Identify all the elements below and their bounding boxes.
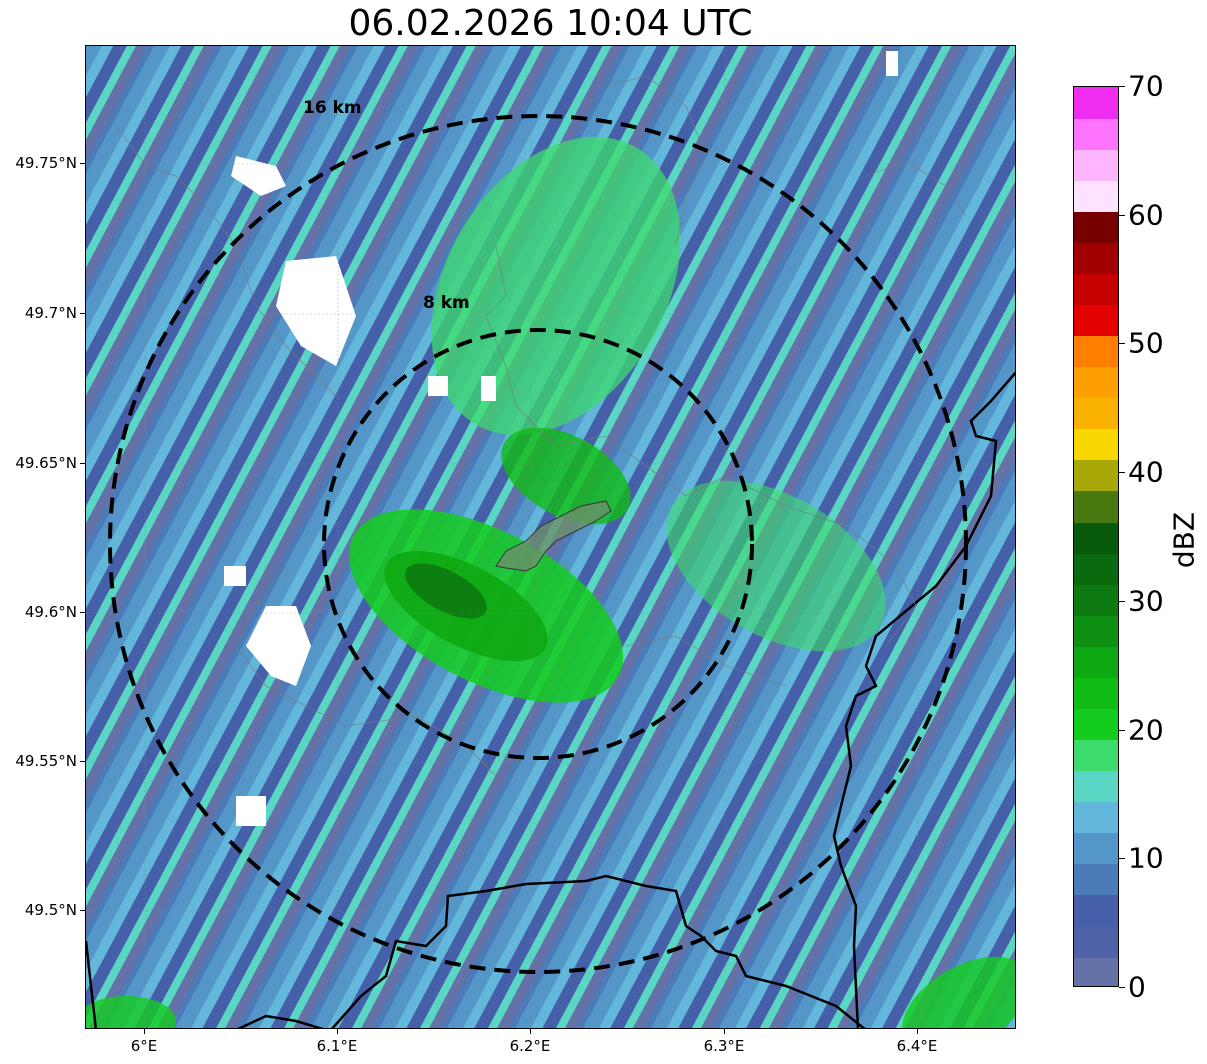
lat-label: 49.5°N	[24, 901, 77, 919]
echo-band	[86, 136, 1015, 1028]
ring-label-8km: 8 km	[423, 293, 470, 313]
colorbar-segment	[1074, 490, 1118, 523]
lon-label: 6.2°E	[509, 1037, 551, 1055]
colorbar-segment	[1074, 118, 1118, 150]
colorbar-tick-label: 10	[1128, 841, 1164, 875]
lon-tick	[144, 1029, 145, 1034]
colorbar-segment	[1074, 646, 1118, 678]
colorbar-segment	[1074, 863, 1118, 896]
colorbar-tick-label: 40	[1128, 455, 1164, 489]
colorbar-tick	[1119, 343, 1125, 345]
colorbar-segment	[1074, 956, 1118, 986]
no-data-areas	[224, 51, 898, 826]
colorbar-segment	[1074, 801, 1118, 834]
colorbar-tick-label: 30	[1128, 584, 1164, 618]
radar-map[interactable]	[85, 45, 1016, 1029]
colorbar	[1073, 86, 1119, 987]
colorbar-tick	[1119, 729, 1125, 731]
range-ring-8km	[322, 328, 754, 760]
colorbar-tick	[1119, 987, 1125, 988]
colorbar-segment	[1074, 770, 1118, 803]
lat-tick	[80, 313, 85, 314]
colorbar-segment	[1074, 739, 1118, 772]
lon-tick	[917, 1029, 918, 1034]
colorbar-tick-label: 70	[1128, 69, 1164, 103]
colorbar-segment	[1074, 459, 1118, 492]
lat-label: 49.6°N	[24, 603, 77, 621]
lon-label: 6.1°E	[316, 1037, 358, 1055]
colorbar-segment	[1074, 925, 1118, 958]
range-rings	[108, 114, 968, 974]
lat-tick	[80, 163, 85, 164]
radar-reflectivity-layer	[86, 46, 1015, 1028]
colorbar-segment	[1074, 397, 1118, 430]
colorbar-segment	[1074, 553, 1118, 585]
lat-label: 49.7°N	[24, 304, 77, 322]
lat-label: 49.75°N	[15, 154, 77, 172]
map-title: 06.02.2026 10:04 UTC	[348, 3, 753, 44]
colorbar-segment	[1074, 584, 1118, 616]
lat-tick	[80, 910, 85, 911]
colorbar-segment	[1074, 242, 1118, 274]
colorbar-tick	[1119, 858, 1125, 860]
colorbar-segment	[1074, 335, 1118, 368]
colorbar-segment	[1074, 87, 1118, 119]
lat-tick	[80, 612, 85, 613]
lat-label: 49.65°N	[15, 454, 77, 472]
colorbar-segment	[1074, 677, 1118, 709]
colorbar-tick	[1119, 86, 1125, 87]
city-boundary	[495, 500, 612, 572]
colorbar-segment	[1074, 211, 1118, 243]
lat-tick	[80, 463, 85, 464]
colorbar-tick-label: 50	[1128, 326, 1164, 360]
country-borders	[86, 371, 1015, 1028]
colorbar-segment	[1074, 273, 1118, 306]
lat-label: 49.55°N	[15, 752, 77, 770]
colorbar-tick	[1119, 600, 1125, 602]
colorbar-tick	[1119, 214, 1125, 216]
graticule	[86, 46, 1015, 1028]
lon-tick	[530, 1029, 531, 1034]
colorbar-segment	[1074, 149, 1118, 181]
colorbar-tick-label: 20	[1128, 713, 1164, 747]
colorbar-segment	[1074, 521, 1118, 554]
lon-label: 6.4°E	[896, 1037, 938, 1055]
colorbar-title: dBZ	[1167, 511, 1201, 569]
lon-tick	[724, 1029, 725, 1034]
lon-tick	[337, 1029, 338, 1034]
colorbar-segment	[1074, 708, 1118, 741]
lat-tick	[80, 761, 85, 762]
admin-boundaries	[115, 75, 967, 787]
colorbar-segment	[1074, 180, 1118, 212]
colorbar-segment	[1074, 366, 1118, 399]
lon-label: 6°E	[130, 1037, 158, 1055]
colorbar-tick-label: 60	[1128, 198, 1164, 232]
lon-label: 6.3°E	[703, 1037, 745, 1055]
colorbar-segment	[1074, 615, 1118, 647]
colorbar-tick-label: 0	[1128, 970, 1146, 1004]
range-ring-16km	[108, 114, 968, 974]
ring-label-16km: 16 km	[303, 98, 362, 118]
colorbar-segment	[1074, 304, 1118, 337]
colorbar-segment	[1074, 894, 1118, 927]
colorbar-segment	[1074, 428, 1118, 461]
colorbar-segment	[1074, 832, 1118, 865]
colorbar-tick	[1119, 472, 1125, 474]
